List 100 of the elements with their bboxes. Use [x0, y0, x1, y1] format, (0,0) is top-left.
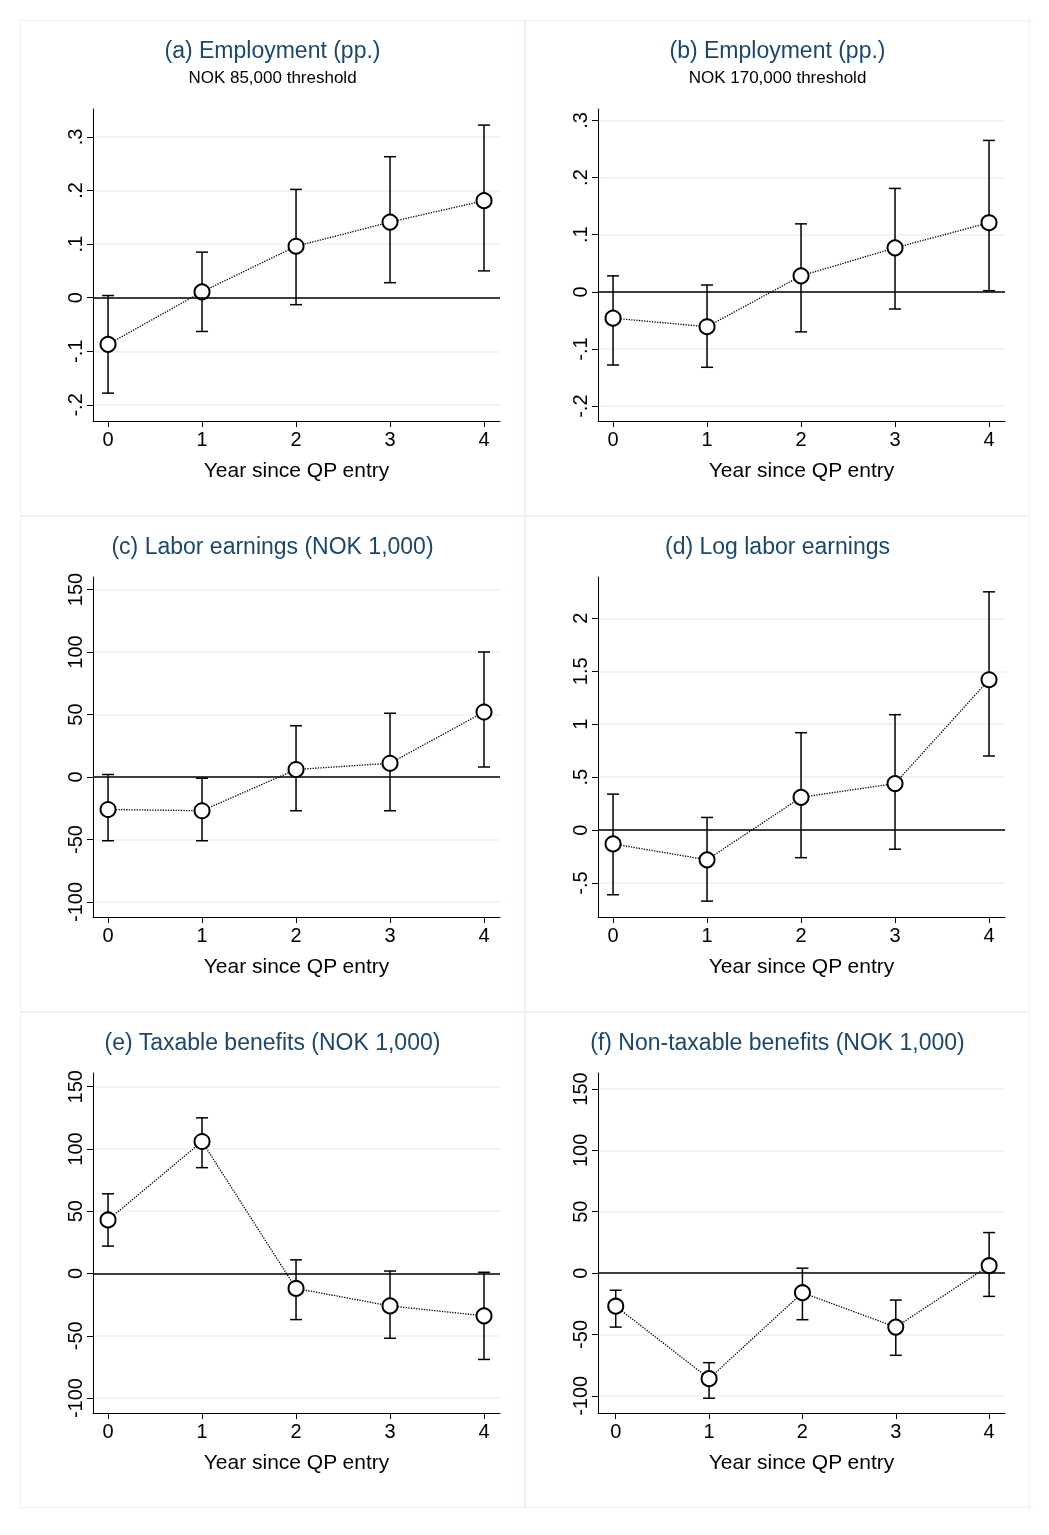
- y-tick-label: .1: [64, 235, 86, 253]
- y-tick-label: 0: [64, 1267, 86, 1280]
- y-tick-label: 100: [64, 635, 86, 669]
- x-axis-title: Year since QP entry: [708, 954, 895, 977]
- x-tick-label: 0: [607, 924, 619, 946]
- point: [980, 214, 998, 232]
- point: [886, 239, 904, 257]
- point: [793, 1284, 811, 1302]
- y-tick-label: 0: [64, 771, 86, 783]
- point: [980, 671, 998, 689]
- y-tick-label: .2: [569, 169, 591, 186]
- x-tick-label: 4: [478, 924, 490, 946]
- point: [193, 283, 211, 301]
- point: [607, 1297, 625, 1315]
- x-tick-label: 2: [795, 428, 807, 450]
- point: [287, 1279, 305, 1297]
- y-tick-label: 0: [569, 1267, 591, 1279]
- y-tick-label: 50: [64, 703, 86, 726]
- x-axis-title: Year since QP entry: [203, 954, 390, 977]
- chart-subtitle: NOK 85,000 threshold: [188, 68, 357, 87]
- x-tick-label: 4: [478, 428, 490, 450]
- y-tick-label: -100: [64, 881, 86, 923]
- point: [99, 1211, 117, 1229]
- chart-title: (c) Labor earnings (NOK 1,000): [111, 532, 434, 559]
- y-tick-label: 100: [569, 1133, 591, 1168]
- y-tick-label: 100: [64, 1132, 86, 1166]
- x-tick-label: 1: [196, 1420, 208, 1442]
- y-tick-label: .1: [569, 226, 591, 244]
- point: [604, 309, 622, 327]
- x-tick-label: 3: [889, 428, 901, 450]
- x-tick-label: 3: [384, 924, 396, 946]
- point: [980, 1257, 998, 1275]
- y-tick-label: 2: [569, 612, 591, 624]
- y-tick-label: 50: [64, 1200, 86, 1223]
- x-tick-label: 3: [384, 1420, 396, 1442]
- point: [287, 761, 305, 778]
- x-axis-title: Year since QP entry: [203, 1450, 390, 1473]
- x-tick-label: 2: [795, 924, 807, 946]
- y-tick-label: -.1: [64, 339, 86, 363]
- x-tick-label: 0: [607, 428, 619, 450]
- point: [475, 1307, 493, 1325]
- x-tick-label: 2: [290, 1420, 302, 1442]
- y-tick-label: 1.5: [569, 657, 591, 686]
- y-tick-label: -100: [569, 1375, 591, 1416]
- chart-title: (e) Taxable benefits (NOK 1,000): [104, 1028, 441, 1055]
- y-tick-label: -50: [64, 825, 86, 854]
- x-tick-label: 4: [983, 924, 995, 946]
- x-tick-label: 1: [701, 924, 713, 946]
- point: [792, 267, 810, 285]
- point: [792, 788, 810, 806]
- y-tick-label: 1: [569, 718, 591, 730]
- point: [193, 1133, 211, 1150]
- x-tick-label: 3: [384, 428, 396, 450]
- y-tick-label: -.2: [569, 394, 591, 418]
- y-tick-label: .5: [569, 768, 591, 786]
- point: [287, 237, 305, 255]
- chart-title: (f) Non-taxable benefits (NOK 1,000): [590, 1028, 965, 1055]
- x-tick-label: 2: [290, 428, 302, 450]
- y-tick-label: 150: [64, 1070, 86, 1104]
- chart-title: (b) Employment (pp.): [669, 36, 886, 63]
- y-tick-label: 150: [64, 572, 86, 607]
- point: [381, 1297, 399, 1315]
- x-axis-title: Year since QP entry: [203, 458, 390, 481]
- point: [99, 801, 117, 818]
- x-tick-label: 4: [478, 1420, 490, 1442]
- y-tick-label: -.5: [569, 871, 591, 895]
- point: [475, 192, 493, 210]
- x-tick-label: 4: [983, 1420, 995, 1442]
- x-tick-label: 4: [983, 428, 995, 450]
- y-tick-label: 0: [569, 286, 591, 298]
- x-tick-label: 0: [610, 1420, 622, 1442]
- x-tick-label: 0: [102, 428, 114, 450]
- x-tick-label: 1: [703, 1420, 715, 1442]
- y-tick-label: -100: [64, 1378, 86, 1419]
- point: [381, 213, 399, 231]
- point: [381, 754, 399, 772]
- point: [698, 851, 716, 869]
- x-axis-title: Year since QP entry: [708, 1450, 895, 1473]
- x-tick-label: 3: [890, 1420, 902, 1442]
- x-axis-title: Year since QP entry: [708, 458, 895, 481]
- x-tick-label: 2: [290, 924, 302, 946]
- y-tick-label: -50: [64, 1321, 86, 1351]
- x-tick-label: 3: [889, 924, 901, 946]
- point: [604, 835, 622, 853]
- chart-subtitle: NOK 170,000 threshold: [688, 68, 867, 87]
- y-tick-label: .3: [64, 128, 86, 146]
- y-tick-label: 0: [64, 292, 86, 304]
- point: [99, 335, 117, 353]
- y-tick-label: 0: [569, 824, 591, 836]
- y-tick-label: 150: [569, 1072, 591, 1106]
- y-tick-label: -.1: [569, 337, 591, 361]
- y-tick-label: -.2: [64, 393, 86, 417]
- x-tick-label: 0: [102, 1420, 114, 1442]
- chart-title: (a) Employment (pp.): [164, 36, 381, 63]
- x-tick-label: 2: [796, 1420, 808, 1442]
- point: [698, 318, 716, 336]
- point: [193, 802, 211, 820]
- y-tick-label: -50: [569, 1319, 591, 1349]
- point: [475, 703, 493, 721]
- chart-title: (d) Log labor earnings: [664, 532, 891, 559]
